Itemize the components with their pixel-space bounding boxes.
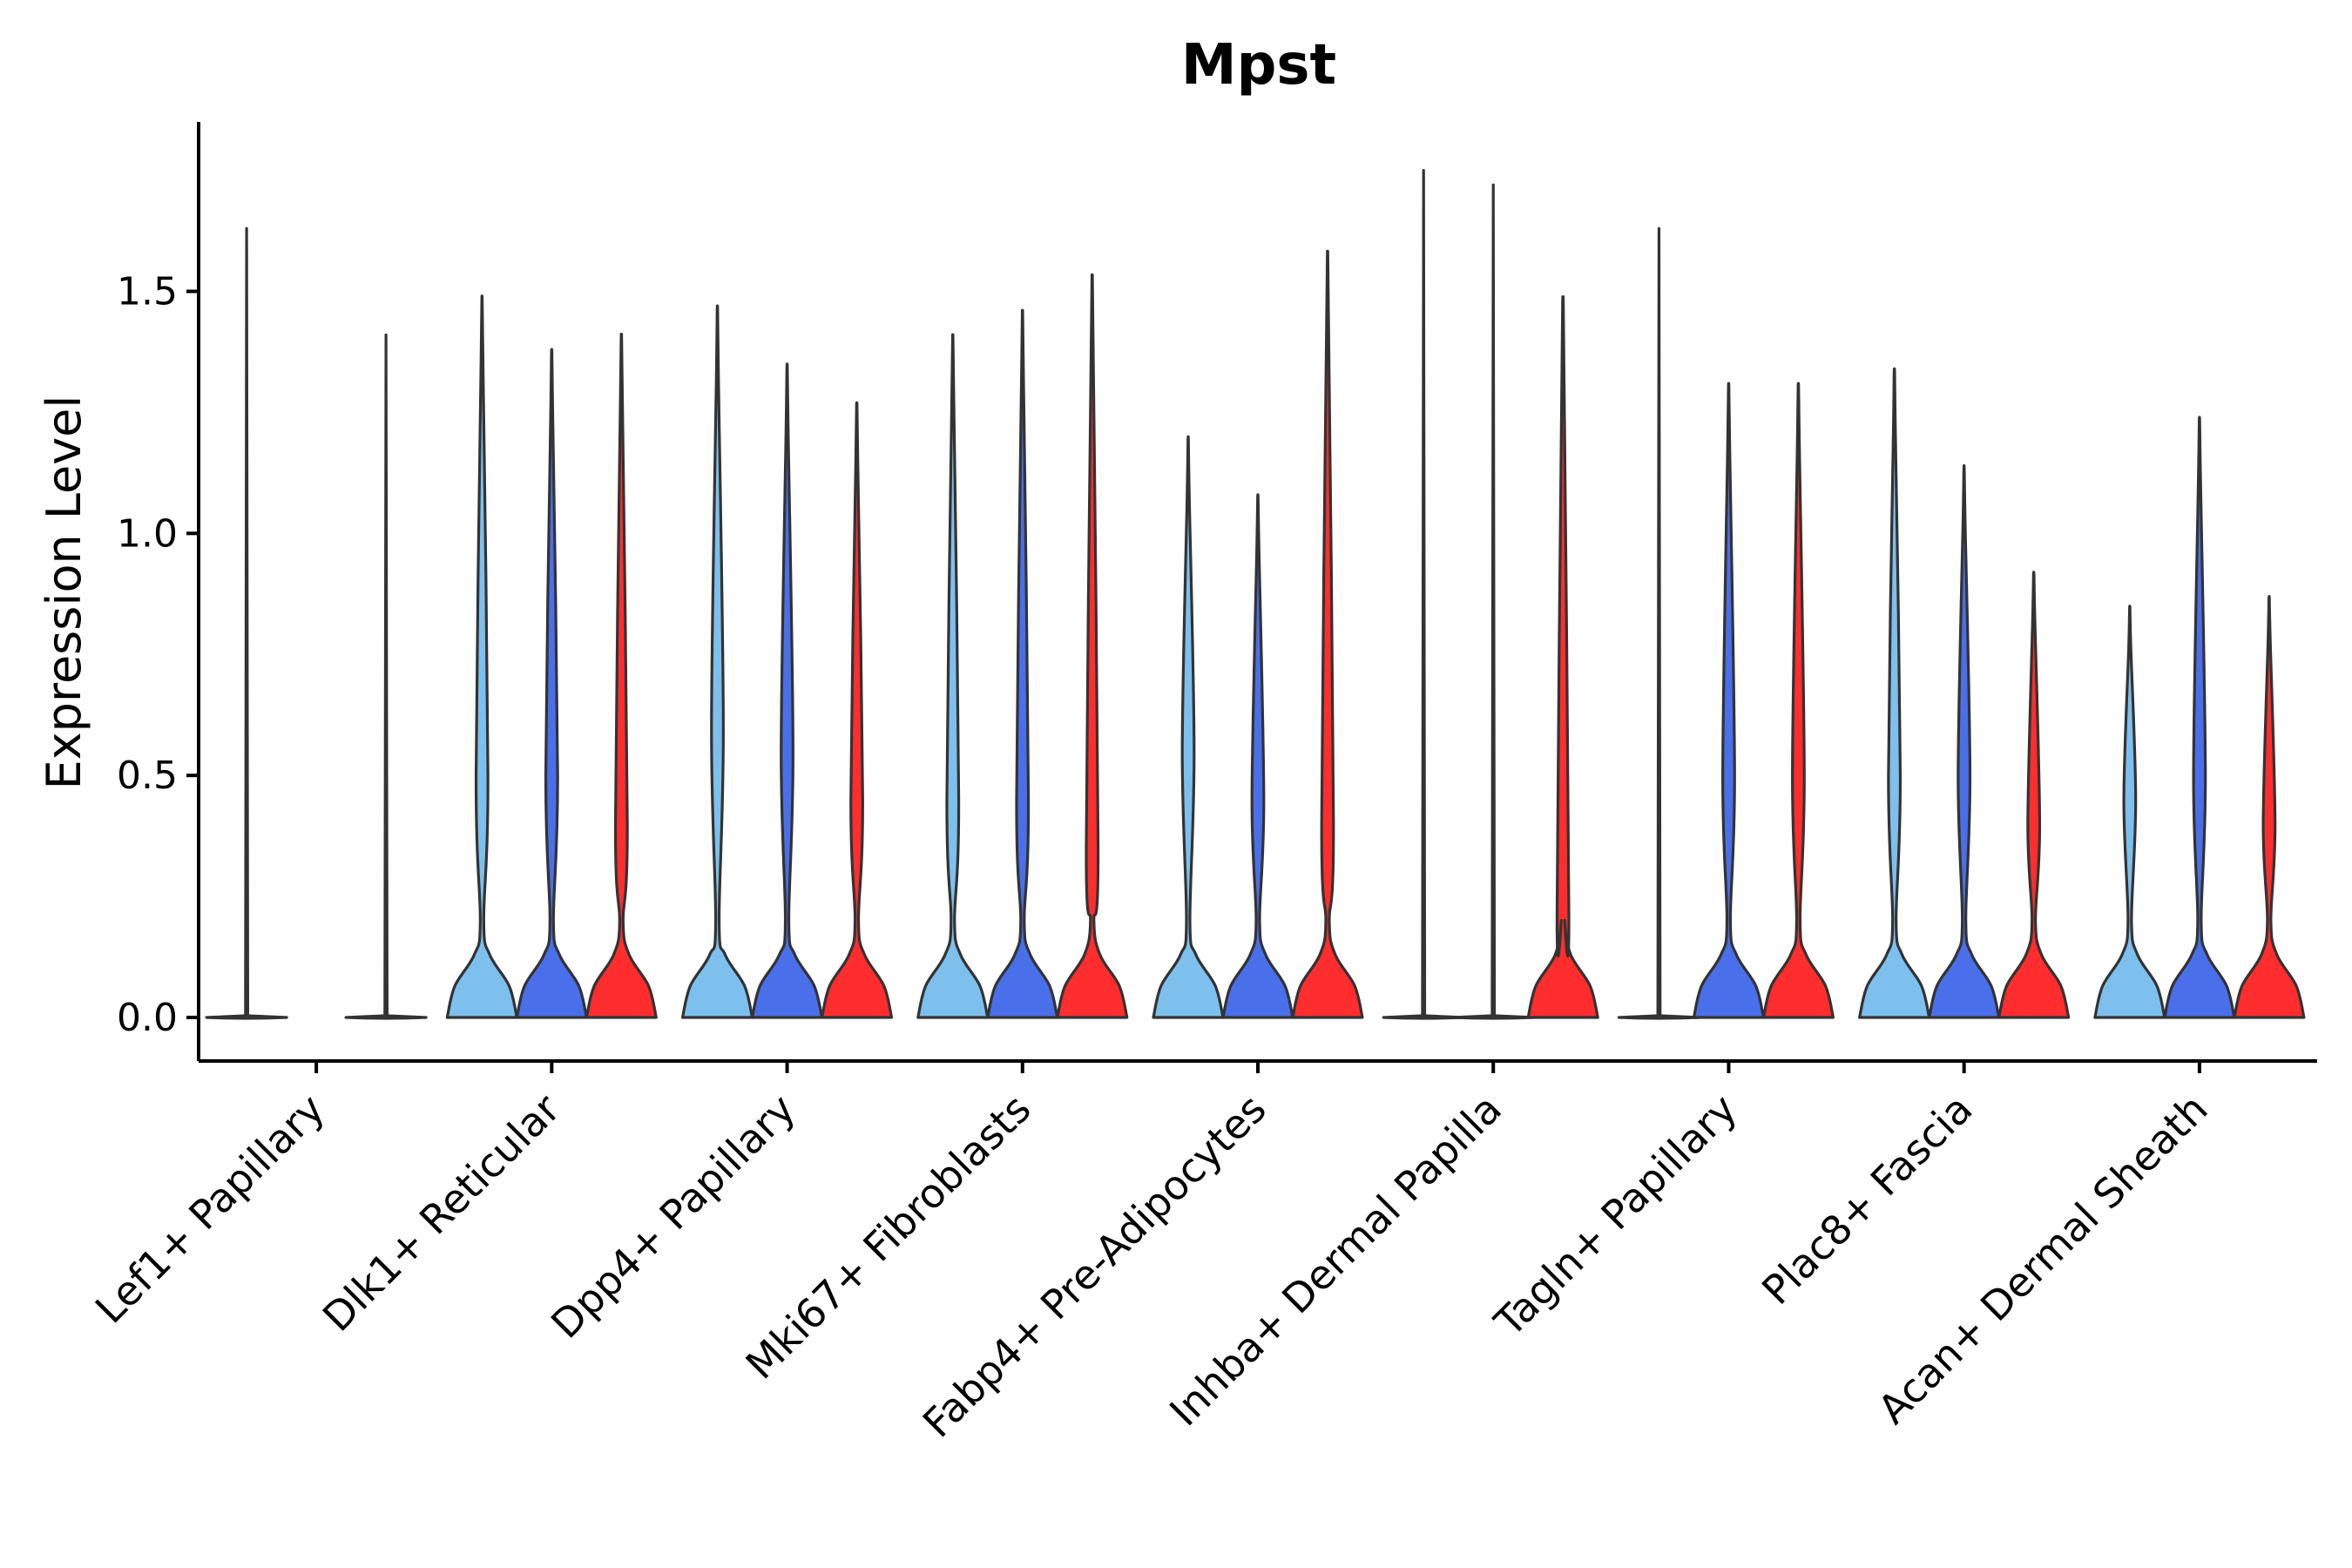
violin-mark <box>344 333 428 1020</box>
y-tick-label: 1.0 <box>117 511 178 556</box>
violin-mark <box>1761 382 1835 1019</box>
y-tick-label: 0.5 <box>117 754 178 798</box>
violin-mark <box>1526 295 1599 1019</box>
violin-mark <box>680 304 754 1019</box>
violin-mark <box>1451 183 1535 1020</box>
violin-mark <box>1858 367 1931 1019</box>
violin-mark <box>1291 249 1364 1019</box>
x-tick-label: Lef1+ Papillary <box>86 1085 334 1333</box>
y-tick-label: 0.0 <box>117 996 178 1040</box>
violin-mark <box>2233 594 2306 1019</box>
x-tick-label: Plac8+ Fascia <box>1753 1085 1981 1314</box>
violin-mark <box>1056 273 1129 1019</box>
violin-mark <box>585 333 658 1019</box>
violin-mark <box>750 362 824 1019</box>
chart-title: Mpst <box>1181 33 1336 98</box>
violin-mark <box>1152 435 1225 1019</box>
violin-mark <box>986 308 1059 1019</box>
violin-mark <box>1692 382 1766 1019</box>
y-axis-label: Expression Level <box>37 395 91 790</box>
violin-mark <box>1928 463 2001 1019</box>
violin-mark <box>1382 168 1465 1020</box>
violin-mark <box>445 294 518 1019</box>
violin-mark <box>515 348 588 1019</box>
violin-mark <box>2093 605 2166 1019</box>
y-tick-label: 1.5 <box>117 269 178 314</box>
violins-group <box>205 168 2306 1020</box>
x-tick-label: Dlk1+ Reticular <box>314 1085 569 1341</box>
violin-mark <box>916 333 990 1019</box>
violin-mark <box>2163 416 2236 1019</box>
y-axis: 0.0 0.5 1.0 1.5 <box>117 122 200 1061</box>
x-tick-label: Dpp4+ Papillary <box>542 1085 804 1348</box>
violin-mark <box>1221 493 1294 1019</box>
violin-mark <box>205 226 288 1020</box>
violin-mark <box>820 401 894 1019</box>
violin-mark <box>1997 571 2071 1019</box>
x-tick-label: Tagln+ Papillary <box>1485 1085 1747 1347</box>
violin-mark <box>1617 226 1701 1020</box>
